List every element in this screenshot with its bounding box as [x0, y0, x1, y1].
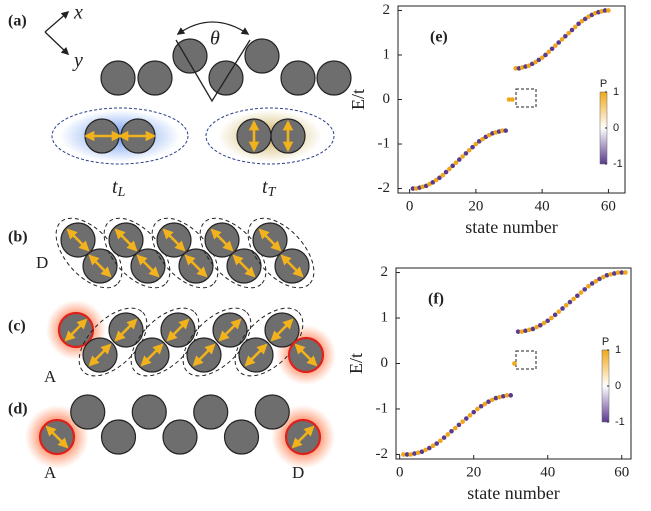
hopping-label: tL — [112, 176, 126, 201]
arrow — [45, 32, 68, 54]
end-label: A — [44, 367, 57, 386]
point — [545, 318, 550, 323]
point — [571, 297, 576, 302]
diagram — [25, 12, 351, 469]
zero-mode-box — [516, 89, 536, 107]
point — [457, 423, 462, 428]
point — [442, 435, 447, 440]
colorbar-tick-label: 1 — [613, 86, 619, 98]
point — [564, 303, 569, 308]
panel-label: (a) — [8, 13, 27, 30]
panel-label: (b) — [8, 229, 28, 246]
point — [471, 410, 476, 415]
x-tick-label: 0 — [396, 464, 404, 480]
x-tick-label: 40 — [535, 198, 550, 214]
panel-label: (d) — [8, 401, 28, 418]
axis-label: y — [72, 50, 83, 72]
x-tick-label: 20 — [466, 464, 481, 480]
x-axis-label: state number — [467, 483, 559, 503]
colorbar-tick-label: -1 — [613, 158, 623, 170]
site — [163, 420, 197, 454]
axis-label: x — [73, 2, 83, 24]
y-tick-label: 0 — [381, 355, 389, 371]
x-axis-label: state number — [465, 217, 557, 237]
chart-title: (f) — [428, 291, 444, 308]
colorbar-tick-label: -1 — [615, 416, 625, 428]
end-label: D — [292, 463, 304, 482]
site — [225, 420, 259, 454]
site — [194, 395, 228, 429]
hopping-label: tT — [262, 176, 277, 201]
site — [102, 420, 136, 454]
y-tick-label: 0 — [383, 91, 391, 107]
point — [460, 419, 465, 424]
point — [586, 284, 591, 289]
subscript: L — [117, 185, 126, 200]
y-axis-label: E/t — [346, 353, 366, 374]
site — [255, 395, 289, 429]
point — [512, 361, 517, 366]
y-tick-label: 2 — [383, 2, 391, 18]
y-tick-label: 1 — [383, 46, 391, 62]
y-axis-label: E/t — [348, 89, 368, 110]
point — [434, 441, 439, 446]
y-tick-label: 2 — [381, 264, 389, 280]
subscript: T — [268, 185, 277, 200]
colorbar-tick-label: 1 — [615, 344, 621, 356]
point — [449, 429, 454, 434]
point — [510, 97, 515, 102]
angle-label: θ — [210, 28, 220, 50]
y-tick-label: 1 — [381, 309, 389, 325]
chart-title: (e) — [430, 29, 448, 46]
point — [475, 407, 480, 412]
point — [468, 413, 473, 418]
point — [549, 316, 554, 321]
y-tick-label: -1 — [378, 135, 391, 151]
point — [557, 309, 562, 314]
x-tick-label: 20 — [468, 198, 483, 214]
colorbar-tick-label: 0 — [613, 122, 619, 134]
site — [317, 61, 351, 95]
point — [579, 290, 584, 295]
y-tick-label: -1 — [376, 400, 389, 416]
x-tick-label: 60 — [614, 464, 629, 480]
point — [560, 306, 565, 311]
point — [606, 8, 611, 13]
point — [553, 313, 558, 318]
point — [446, 432, 451, 437]
point — [568, 300, 573, 305]
x-tick-label: 0 — [406, 198, 414, 214]
point — [508, 393, 513, 398]
site — [138, 61, 172, 95]
zero-mode-box — [516, 351, 536, 369]
point — [438, 439, 443, 444]
colorbar-label: P — [600, 78, 607, 90]
colorbar-label: P — [602, 336, 609, 348]
colorbar-tick-label: 0 — [615, 380, 621, 392]
y-tick-label: -2 — [376, 446, 389, 462]
site — [245, 39, 279, 73]
point — [575, 293, 580, 298]
x-tick-label: 60 — [601, 198, 616, 214]
site — [101, 61, 135, 95]
y-tick-label: -2 — [378, 180, 391, 196]
site — [132, 395, 166, 429]
site — [281, 61, 315, 95]
end-label: A — [44, 463, 57, 482]
point — [453, 426, 458, 431]
end-label: D — [36, 253, 48, 272]
panel-label: (c) — [8, 318, 26, 335]
point — [582, 287, 587, 292]
figure: (a) (b) (c) (d) x y θ tL tT D A A D -2 -1… — [0, 0, 651, 511]
point — [623, 270, 628, 275]
site — [71, 395, 105, 429]
point — [464, 416, 469, 421]
point — [503, 128, 508, 133]
x-tick-label: 40 — [540, 464, 555, 480]
arrow — [45, 12, 68, 32]
